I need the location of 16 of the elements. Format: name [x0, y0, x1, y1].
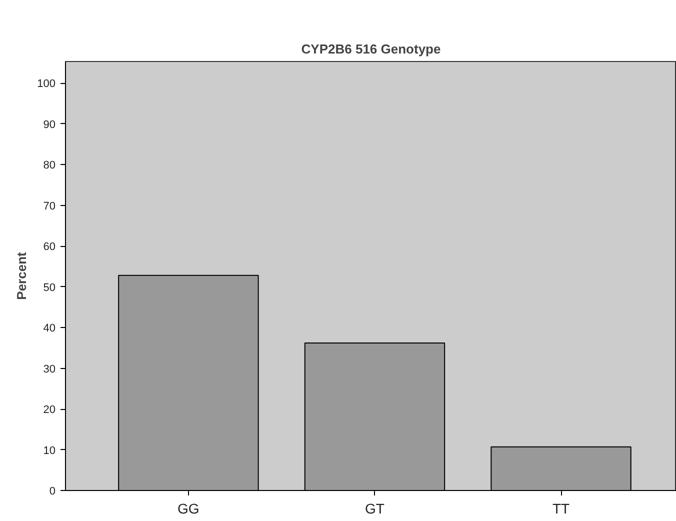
y-tick-label: 50	[43, 282, 56, 294]
y-axis-title: Percent	[14, 251, 30, 300]
chart-title: CYP2B6 516 Genotype	[301, 42, 441, 56]
y-tick-label: 80	[43, 160, 56, 172]
x-tick-label: GT	[365, 500, 385, 516]
y-tick-label: 40	[43, 322, 56, 335]
y-tick-label: 10	[43, 444, 56, 457]
y-tick-label: 100	[37, 78, 56, 90]
y-tick-label: 90	[43, 118, 56, 131]
y-tick-label: 0	[49, 486, 56, 498]
x-tick-label: GG	[178, 500, 200, 516]
y-tick-label: 20	[43, 404, 56, 416]
y-tick-label: 30	[43, 363, 56, 376]
y-tick-label: 70	[43, 200, 56, 212]
y-tick-label: 60	[43, 241, 56, 254]
x-tick-label: TT	[552, 500, 570, 516]
